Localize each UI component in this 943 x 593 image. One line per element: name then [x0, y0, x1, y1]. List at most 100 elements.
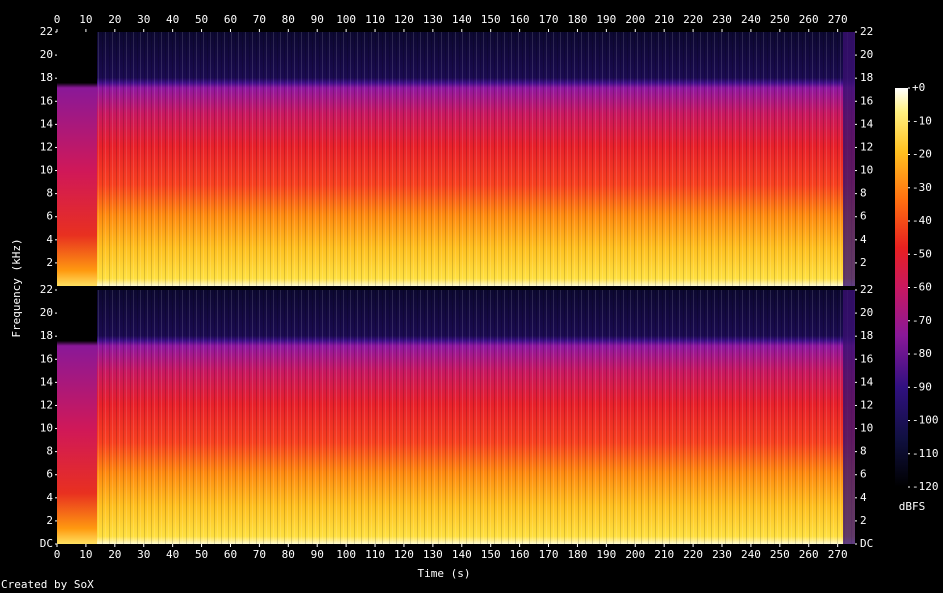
- x-tick-label-top: 90: [311, 13, 324, 26]
- y-tick-label: 10: [40, 422, 53, 435]
- y-tick-label-right: 2: [860, 256, 867, 269]
- x-tick-label: 40: [166, 548, 179, 561]
- x-tick-label-top: 180: [567, 13, 587, 26]
- x-tick-label-top: 60: [224, 13, 237, 26]
- x-tick-label-top: 270: [828, 13, 848, 26]
- x-tick-label-top: 140: [452, 13, 472, 26]
- y-tick-label-right: 14: [860, 375, 874, 388]
- y-tick-label: 20: [40, 48, 53, 61]
- x-axis-label: Time (s): [418, 567, 471, 580]
- x-tick-label-top: 150: [481, 13, 501, 26]
- x-tick-label: 10: [79, 548, 92, 561]
- y-tick-label: 6: [46, 468, 53, 481]
- y-tick-label: 12: [40, 398, 53, 411]
- y-tick-label: 14: [40, 117, 54, 130]
- x-tick-label-top: 50: [195, 13, 208, 26]
- y-tick-label-right: 12: [860, 140, 873, 153]
- x-tick-label: 110: [365, 548, 385, 561]
- y-tick-label-right: 4: [860, 491, 867, 504]
- y-tick-label-right: 6: [860, 468, 867, 481]
- x-tick-label-top: 0: [54, 13, 61, 26]
- x-tick-label-top: 260: [799, 13, 819, 26]
- x-tick-label-top: 200: [625, 13, 645, 26]
- x-tick-label: 60: [224, 548, 237, 561]
- x-tick-label: 230: [712, 548, 732, 561]
- x-tick-label-top: 240: [741, 13, 761, 26]
- x-tick-label-top: 250: [770, 13, 790, 26]
- y-axis-label: Frequency (kHz): [10, 238, 23, 337]
- x-tick-label: 240: [741, 548, 761, 561]
- y-tick-label-right: 22: [860, 283, 873, 296]
- y-tick-label: 18: [40, 71, 53, 84]
- y-tick-label: 20: [40, 306, 53, 319]
- x-tick-label: 70: [253, 548, 266, 561]
- x-tick-label: 80: [282, 548, 295, 561]
- y-tick-label: 16: [40, 352, 53, 365]
- x-tick-label: 250: [770, 548, 790, 561]
- colorbar-tick-label: -50: [912, 247, 932, 260]
- y-tick-label: 22: [40, 25, 53, 38]
- y-tick-label-right: 18: [860, 329, 873, 342]
- colorbar-tick-label: -10: [912, 114, 932, 127]
- x-tick-label: 20: [108, 548, 121, 561]
- colorbar-tick-label: -60: [912, 281, 932, 294]
- x-tick-label: 150: [481, 548, 501, 561]
- spectrogram-area: [57, 32, 855, 544]
- x-tick-label-top: 100: [336, 13, 356, 26]
- y-tick-label: 2: [46, 514, 53, 527]
- y-tick-label-right: 18: [860, 71, 873, 84]
- colorbar: [895, 88, 908, 487]
- colorbar-tick-label: -100: [912, 414, 939, 427]
- y-tick-label-right: 14: [860, 117, 874, 130]
- x-tick-label-top: 110: [365, 13, 385, 26]
- x-tick-label: 190: [596, 548, 616, 561]
- x-tick-label-top: 40: [166, 13, 179, 26]
- y-tick-label: 2: [46, 256, 53, 269]
- y-tick-label-right: 12: [860, 398, 873, 411]
- y-tick-label: 16: [40, 94, 53, 107]
- fade-out: [843, 32, 855, 286]
- colorbar-tick-label: -20: [912, 148, 932, 161]
- x-tick-label-top: 220: [683, 13, 703, 26]
- y-tick-label-right: 6: [860, 210, 867, 223]
- colorbar-tick-label: -90: [912, 380, 932, 393]
- y-tick-label-right: 2: [860, 514, 867, 527]
- x-tick-label-top: 130: [423, 13, 443, 26]
- y-tick-label-right: 8: [860, 445, 867, 458]
- y-tick-label-right: 8: [860, 187, 867, 200]
- x-tick-label: 180: [567, 548, 587, 561]
- colorbar-label: dBFS: [899, 500, 926, 513]
- y-tick-label-right: 20: [860, 306, 873, 319]
- x-tick-label-top: 70: [253, 13, 266, 26]
- x-tick-label-top: 230: [712, 13, 732, 26]
- y-tick-label: 4: [46, 233, 53, 246]
- x-tick-label: 200: [625, 548, 645, 561]
- y-tick-label: 22: [40, 283, 53, 296]
- x-tick-label: 140: [452, 548, 472, 561]
- x-tick-label: 130: [423, 548, 443, 561]
- intro-segment: [57, 290, 97, 544]
- y-tick-label-right: 22: [860, 25, 873, 38]
- y-tick-label: 8: [46, 445, 53, 458]
- x-tick-label-top: 170: [539, 13, 559, 26]
- y-tick-label-right: 4: [860, 233, 867, 246]
- fade-out: [843, 290, 855, 544]
- y-tick-label-right: 10: [860, 164, 873, 177]
- colorbar-tick-label: -30: [912, 181, 932, 194]
- colorbar-tick-label: -70: [912, 314, 932, 327]
- credit: Created by SoX: [1, 578, 94, 591]
- y-tick-label: 12: [40, 140, 53, 153]
- x-tick-label-top: 190: [596, 13, 616, 26]
- colorbar-tick-label: -80: [912, 347, 932, 360]
- y-tick-label-right: 10: [860, 422, 873, 435]
- x-tick-label: 260: [799, 548, 819, 561]
- y-tick-label: 14: [40, 375, 54, 388]
- x-tick-label-top: 20: [108, 13, 121, 26]
- x-tick-label: 160: [510, 548, 530, 561]
- y-tick-label-right: 20: [860, 48, 873, 61]
- x-tick-label: 100: [336, 548, 356, 561]
- y-tick-label: DC: [40, 537, 53, 550]
- x-tick-label-top: 210: [654, 13, 674, 26]
- x-tick-label: 0: [54, 548, 61, 561]
